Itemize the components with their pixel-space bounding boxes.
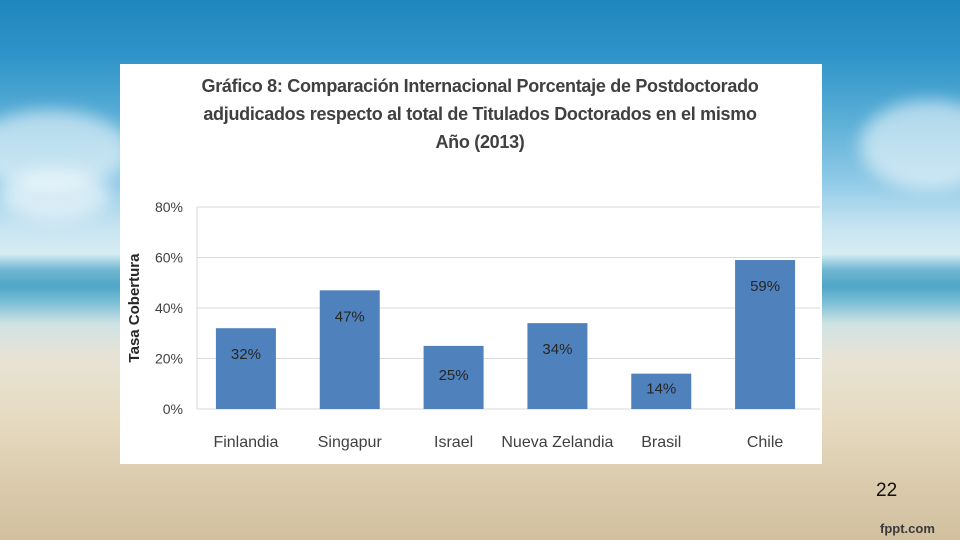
cloud [860,100,960,190]
data-label: 14% [646,381,676,398]
bar [319,290,380,409]
chart-title-line: Año (2013) [435,132,525,152]
y-tick-label: 0% [163,401,183,417]
bar [215,328,276,409]
data-label: 25% [439,367,469,384]
y-tick-label: 80% [155,199,183,215]
data-label: 59% [750,278,780,295]
x-category-label: Israel [434,434,473,451]
y-axis-title: Tasa Cobertura [126,253,143,363]
bar [631,373,692,409]
x-category-label: Finlandia [213,434,278,451]
y-tick-label: 40% [155,300,183,316]
x-category-label: Brasil [641,434,681,451]
x-category-label: Singapur [318,434,383,451]
bar-chart: 0% 20% 40% 60% 80% Tasa Cobertura 32% Finlandia… [126,199,820,451]
y-tick-label: 60% [155,250,183,266]
slide-number: 22 [876,480,898,501]
y-tick-label: 20% [155,351,183,367]
chart-title: Gráfico 8: Comparación Internacional Por… [180,72,780,156]
data-label: 32% [231,346,261,363]
watermark: fppt.com [880,521,935,536]
data-label: 47% [335,308,365,325]
chart-title-line: Gráfico 8: Comparación Internacional Por… [201,76,759,96]
bar [735,260,796,409]
cloud [0,170,110,220]
bar [423,345,484,409]
chart-title-line: adjudicados respecto al total de Titulad… [203,104,757,124]
bar [527,323,588,409]
chart-card: Gráfico 8: Comparación Internacional Por… [120,64,822,464]
x-category-label: Nueva Zelandia [501,434,613,451]
x-category-label: Chile [747,434,784,451]
data-label: 34% [542,341,572,358]
